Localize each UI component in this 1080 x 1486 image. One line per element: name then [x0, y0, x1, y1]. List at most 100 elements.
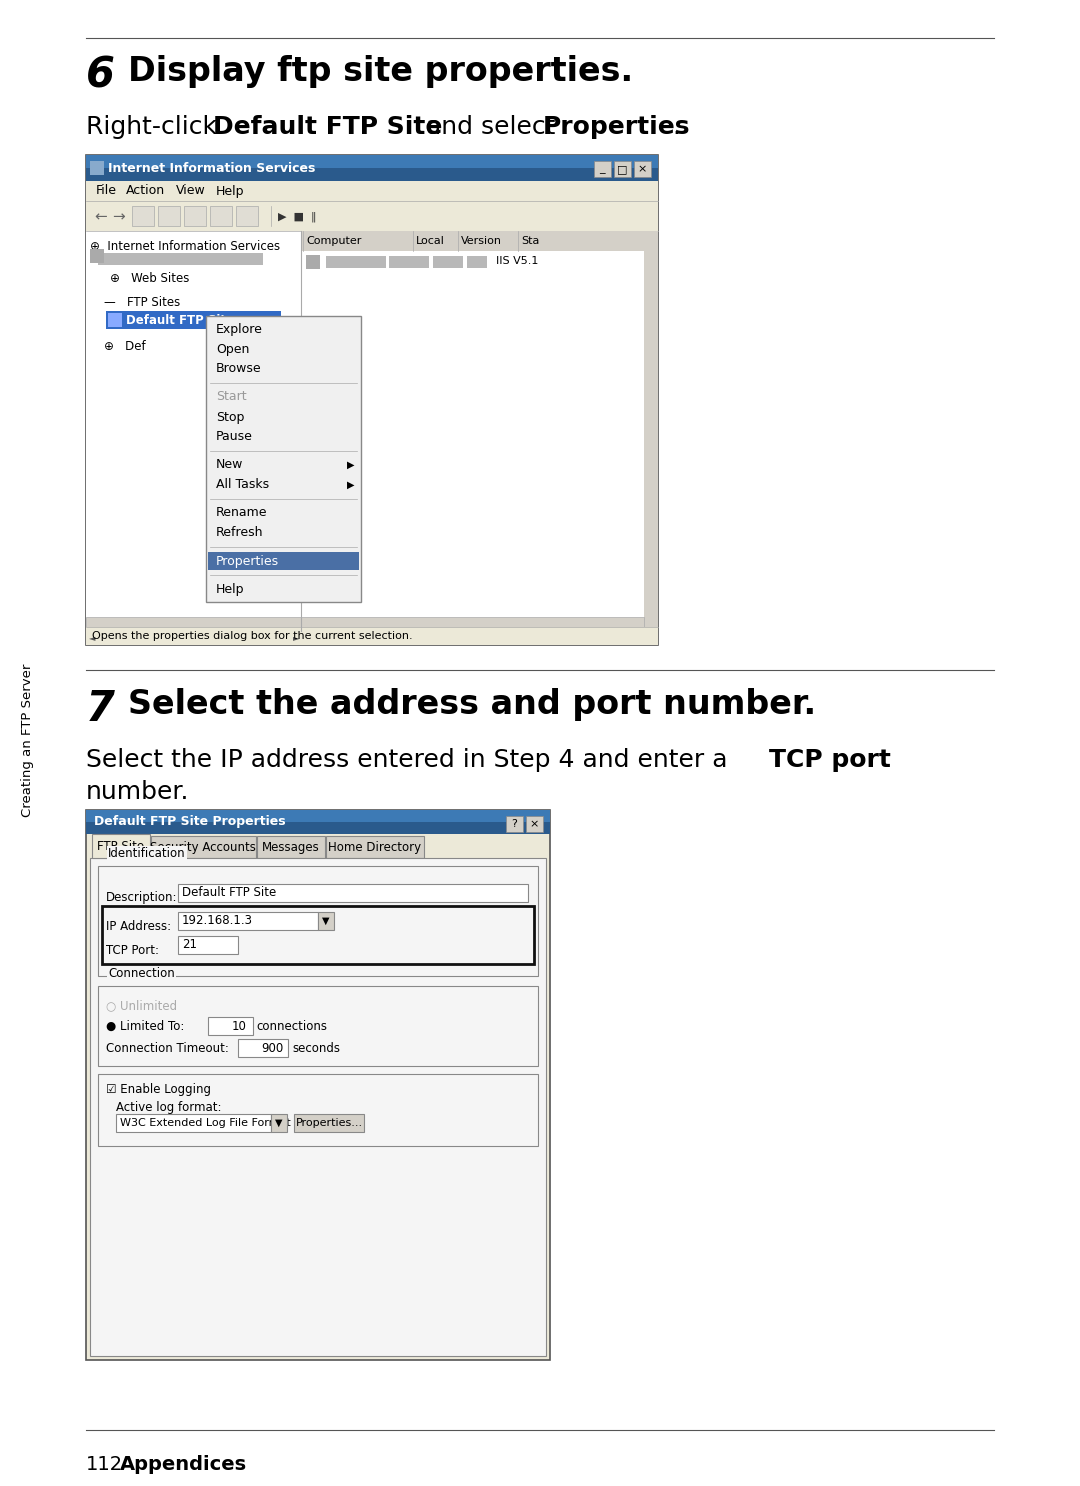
- Bar: [158, 207, 180, 226]
- Bar: [116, 1114, 271, 1132]
- Text: Right-click: Right-click: [86, 114, 225, 140]
- Text: TCP Port:: TCP Port:: [106, 944, 159, 957]
- Bar: [594, 160, 611, 177]
- Text: ⊕   Web Sites: ⊕ Web Sites: [110, 272, 189, 285]
- Text: ◄: ◄: [89, 633, 95, 642]
- Text: Description:: Description:: [106, 892, 177, 905]
- Bar: [178, 884, 528, 902]
- Text: FTP Site: FTP Site: [97, 840, 145, 853]
- Bar: [271, 1114, 287, 1132]
- Text: IIS V5.1: IIS V5.1: [496, 256, 538, 266]
- Text: 6: 6: [86, 55, 114, 97]
- Text: Default FTP Site: Default FTP Site: [183, 887, 276, 899]
- Bar: [301, 251, 658, 270]
- Text: Rename: Rename: [216, 507, 268, 520]
- Text: ←: ←: [94, 210, 107, 224]
- Bar: [389, 256, 429, 267]
- Bar: [86, 810, 550, 822]
- Text: ○ Unlimited: ○ Unlimited: [106, 1000, 177, 1012]
- Text: All Tasks: All Tasks: [216, 478, 269, 492]
- Text: Appendices: Appendices: [120, 1455, 247, 1474]
- Text: Active log format:: Active log format:: [116, 1101, 221, 1113]
- Text: Local: Local: [416, 236, 445, 247]
- Text: ?: ?: [511, 819, 517, 829]
- Bar: [86, 810, 550, 834]
- Text: Default FTP Site: Default FTP Site: [213, 114, 443, 140]
- Bar: [86, 155, 658, 645]
- Text: Opens the properties dialog box for the current selection.: Opens the properties dialog box for the …: [92, 632, 413, 640]
- Bar: [318, 912, 334, 930]
- Text: TCP port: TCP port: [769, 747, 891, 773]
- Bar: [86, 181, 658, 201]
- Text: →: →: [112, 210, 125, 224]
- Text: ⊕  Internet Information Services: ⊕ Internet Information Services: [90, 241, 280, 254]
- Text: Version: Version: [461, 236, 502, 247]
- Text: and select: and select: [418, 114, 564, 140]
- Text: ▼: ▼: [275, 1117, 283, 1128]
- Text: seconds: seconds: [292, 1042, 340, 1055]
- Bar: [301, 617, 644, 632]
- Bar: [294, 1114, 364, 1132]
- Bar: [507, 816, 523, 832]
- Bar: [98, 253, 264, 265]
- Bar: [238, 1039, 288, 1057]
- Text: ×: ×: [637, 163, 647, 174]
- Bar: [644, 230, 658, 632]
- Text: □: □: [617, 163, 627, 174]
- Text: ● Limited To:: ● Limited To:: [106, 1019, 185, 1033]
- Text: Properties: Properties: [543, 114, 690, 140]
- Bar: [108, 314, 122, 327]
- Text: _: _: [599, 163, 605, 174]
- Text: number.: number.: [86, 780, 189, 804]
- Text: ►: ►: [293, 633, 299, 642]
- Bar: [301, 230, 658, 632]
- Bar: [86, 155, 658, 168]
- Text: ×: ×: [529, 819, 539, 829]
- Text: ▶: ▶: [348, 461, 354, 470]
- Text: View: View: [176, 184, 206, 198]
- Text: Computer: Computer: [306, 236, 362, 247]
- Bar: [92, 834, 150, 857]
- Bar: [526, 816, 543, 832]
- Text: connections: connections: [256, 1019, 327, 1033]
- Text: Default FTP Site: Default FTP Site: [126, 314, 234, 327]
- Bar: [132, 207, 154, 226]
- Text: Connection Timeout:: Connection Timeout:: [106, 1042, 229, 1055]
- Text: Properties: Properties: [216, 554, 279, 568]
- Bar: [326, 837, 424, 857]
- Text: 7: 7: [86, 688, 114, 730]
- Text: Identification: Identification: [108, 847, 186, 860]
- Text: Pause: Pause: [216, 431, 253, 443]
- Text: ☑ Enable Logging: ☑ Enable Logging: [106, 1082, 211, 1095]
- Bar: [210, 207, 232, 226]
- Text: Refresh: Refresh: [216, 526, 264, 539]
- Text: Sta: Sta: [521, 236, 539, 247]
- Text: 900: 900: [260, 1042, 283, 1055]
- Bar: [86, 201, 658, 230]
- Text: Default FTP Site Properties: Default FTP Site Properties: [94, 816, 285, 829]
- Bar: [326, 256, 386, 267]
- Bar: [86, 230, 301, 632]
- Bar: [98, 987, 538, 1065]
- Bar: [106, 311, 281, 328]
- Text: Internet Information Services: Internet Information Services: [108, 162, 315, 174]
- Bar: [86, 627, 658, 645]
- Text: ▶  ■  ‖: ▶ ■ ‖: [278, 211, 316, 223]
- Bar: [615, 160, 631, 177]
- Text: Explore: Explore: [216, 322, 262, 336]
- Text: File: File: [96, 184, 117, 198]
- Text: Select the address and port number.: Select the address and port number.: [129, 688, 816, 721]
- Bar: [86, 617, 301, 632]
- Text: Connection: Connection: [108, 967, 175, 979]
- Text: Properties...: Properties...: [296, 1117, 363, 1128]
- Text: ⊕   Def: ⊕ Def: [104, 340, 146, 354]
- Bar: [178, 936, 238, 954]
- Text: .: .: [672, 114, 680, 140]
- Text: IP Address:: IP Address:: [106, 920, 171, 933]
- Text: New: New: [216, 459, 243, 471]
- Text: 192.168.1.3: 192.168.1.3: [183, 914, 253, 927]
- Bar: [467, 256, 487, 267]
- Text: Browse: Browse: [216, 363, 261, 376]
- Text: ▼: ▼: [322, 915, 329, 926]
- Text: Display ftp site properties.: Display ftp site properties.: [129, 55, 633, 88]
